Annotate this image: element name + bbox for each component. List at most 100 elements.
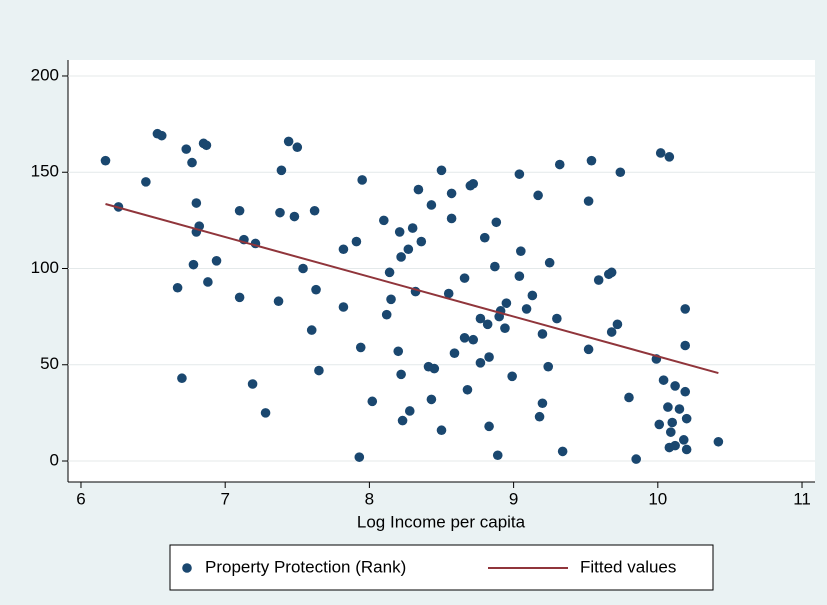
scatter-point xyxy=(484,352,494,362)
scatter-point xyxy=(354,452,365,462)
scatter-point xyxy=(612,319,623,330)
scatter-point xyxy=(655,148,666,158)
scatter-point xyxy=(386,294,396,305)
scatter-point xyxy=(681,444,692,455)
scatter-point xyxy=(681,413,692,424)
x-tick-label: 6 xyxy=(76,489,85,508)
scatter-point xyxy=(306,325,317,335)
scatter-point xyxy=(468,334,479,345)
scatter-point xyxy=(544,257,555,268)
scatter-point xyxy=(501,298,512,308)
scatter-point xyxy=(624,392,634,403)
scatter-point xyxy=(394,227,405,237)
scatter-point xyxy=(234,292,245,303)
scatter-point xyxy=(201,140,212,151)
scatter-point xyxy=(234,205,245,216)
x-axis-label: Log Income per capita xyxy=(357,512,526,531)
y-tick-label: 200 xyxy=(31,65,59,84)
scatter-point xyxy=(583,344,594,355)
scatter-point xyxy=(521,304,532,314)
y-tick-label: 100 xyxy=(31,258,59,277)
scatter-point xyxy=(557,446,568,457)
scatter-point xyxy=(615,167,626,178)
scatter-point xyxy=(311,284,321,295)
scatter-point xyxy=(404,406,415,416)
scatter-point xyxy=(670,440,680,451)
scatter-point xyxy=(338,244,349,255)
scatter-point xyxy=(367,396,378,407)
scatter-point xyxy=(606,327,617,337)
x-tick-label: 11 xyxy=(793,489,811,508)
scatter-point xyxy=(443,288,454,299)
scatter-point xyxy=(680,304,691,314)
scatter-point xyxy=(514,271,525,281)
scatter-point xyxy=(446,188,457,199)
legend-label: Property Protection (Rank) xyxy=(205,557,406,576)
scatter-point xyxy=(289,211,300,222)
scatter-point xyxy=(583,196,594,206)
scatter-point xyxy=(384,267,395,278)
scatter-point xyxy=(426,200,437,210)
scatter-point xyxy=(436,425,447,436)
scatter-point xyxy=(586,155,597,166)
scatter-point xyxy=(273,296,284,307)
scatter-point xyxy=(537,398,548,409)
scatter-point xyxy=(276,165,287,176)
scatter-point xyxy=(491,217,502,228)
scatter-point xyxy=(449,348,460,359)
scatter-point xyxy=(654,419,665,430)
x-tick-label: 7 xyxy=(220,489,229,508)
scatter-point xyxy=(393,346,404,357)
x-tick-label: 9 xyxy=(509,489,518,508)
scatter-point xyxy=(429,363,440,374)
scatter-point xyxy=(500,323,510,333)
scatter-point xyxy=(355,342,366,353)
scatter-point xyxy=(314,365,324,376)
scatter-point xyxy=(211,255,222,266)
scatter-point xyxy=(631,454,641,464)
y-tick-label: 0 xyxy=(50,450,59,469)
scatter-point xyxy=(446,213,457,224)
scatter-point xyxy=(534,411,545,422)
scatter-point xyxy=(396,252,406,262)
scatter-point xyxy=(543,361,554,372)
scatter-point xyxy=(516,246,526,256)
scatter-point xyxy=(663,402,673,412)
scatter-point xyxy=(381,309,392,320)
scatter-point xyxy=(475,358,486,368)
scatter-point xyxy=(397,415,408,426)
scatter-point xyxy=(674,404,685,414)
scatter-point xyxy=(667,417,678,428)
scatter-point xyxy=(416,236,427,247)
scatter-point xyxy=(292,142,303,153)
scatter-point xyxy=(379,215,389,226)
scatter-point xyxy=(298,263,308,274)
scatter-point xyxy=(670,381,680,391)
scatter-point xyxy=(462,384,473,395)
scatter-point xyxy=(191,198,202,208)
legend xyxy=(169,544,714,591)
scatter-point xyxy=(527,290,538,301)
scatter-point xyxy=(606,267,617,278)
scatter-point xyxy=(181,144,192,154)
scatter-point xyxy=(593,275,604,285)
scatter-point xyxy=(492,450,503,461)
scatter-point xyxy=(403,244,414,255)
scatter-point xyxy=(100,155,111,166)
scatter-point xyxy=(484,421,494,432)
scatter-point xyxy=(426,394,437,405)
scatter-point xyxy=(537,329,548,339)
fitted-line xyxy=(105,203,719,374)
scatter-point xyxy=(507,371,517,382)
scatter-point xyxy=(678,435,689,445)
y-tick-label: 150 xyxy=(31,162,59,181)
scatter-point xyxy=(658,375,669,385)
scatter-point xyxy=(260,408,271,418)
scatter-point xyxy=(482,319,493,330)
scatter-point xyxy=(664,152,675,162)
scatter-point xyxy=(468,178,479,189)
scatter-point xyxy=(357,175,367,185)
scatter-point xyxy=(533,190,543,201)
scatter-point xyxy=(407,223,418,233)
x-tick-label: 8 xyxy=(365,489,374,508)
